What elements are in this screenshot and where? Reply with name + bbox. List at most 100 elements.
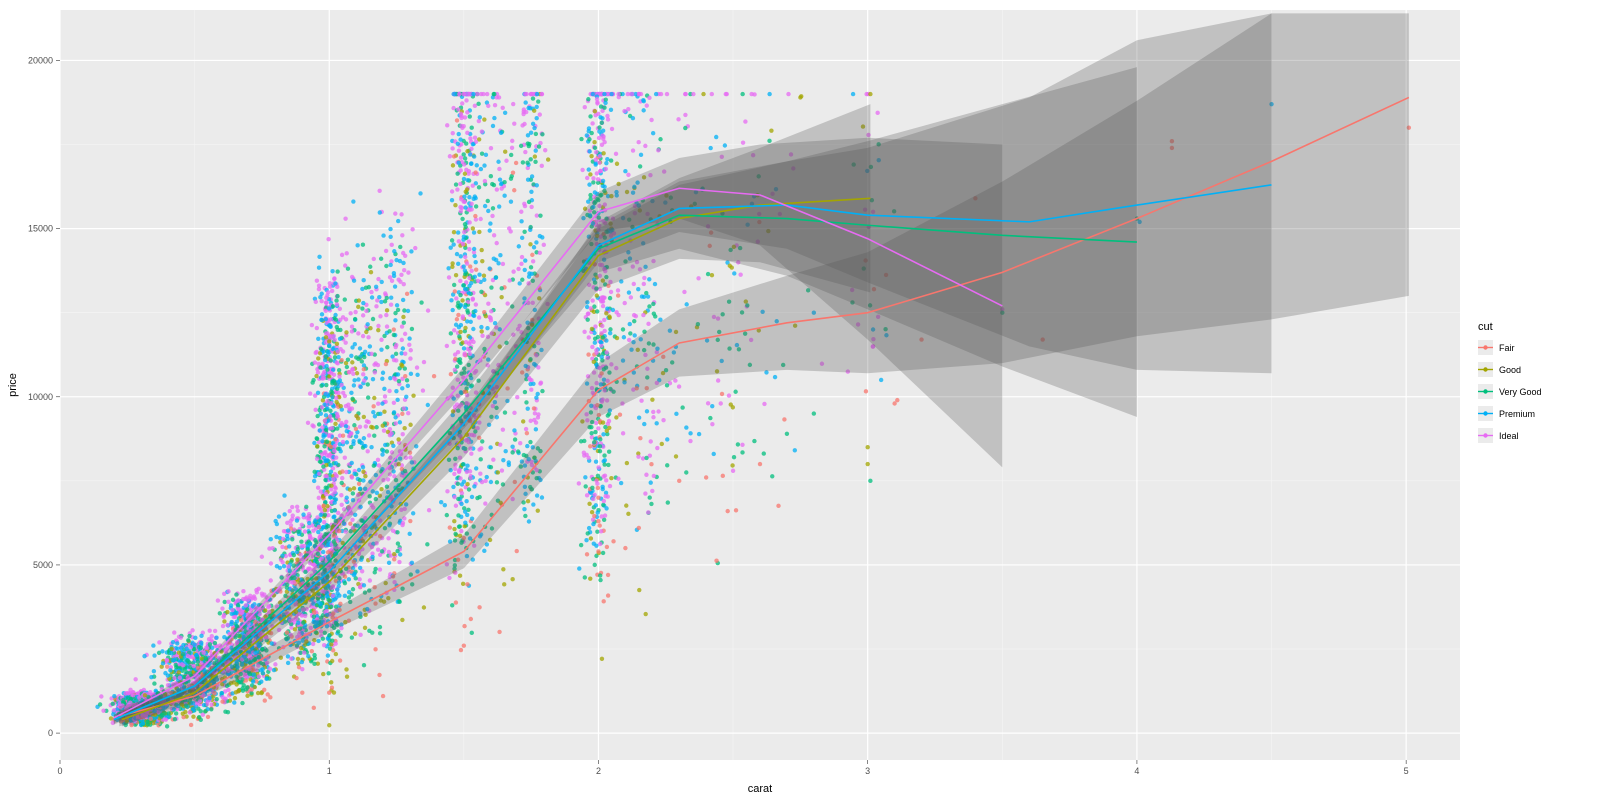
data-point	[463, 115, 467, 119]
data-point	[497, 630, 501, 634]
data-point	[472, 154, 476, 158]
data-point	[338, 328, 342, 332]
data-point	[317, 496, 321, 500]
data-point	[474, 466, 478, 470]
data-point	[335, 269, 339, 273]
data-point	[376, 458, 380, 462]
data-point	[318, 428, 322, 432]
data-point	[476, 102, 480, 106]
data-point	[393, 415, 397, 419]
data-point	[501, 458, 505, 462]
data-point	[455, 118, 459, 122]
data-point	[530, 174, 534, 178]
data-point	[325, 609, 329, 613]
data-point	[344, 424, 348, 428]
data-point	[450, 189, 454, 193]
data-point	[474, 260, 478, 264]
data-point	[324, 492, 328, 496]
data-point	[522, 107, 526, 111]
data-point	[157, 640, 161, 644]
data-point	[185, 658, 189, 662]
data-point	[344, 470, 348, 474]
data-point	[347, 370, 351, 374]
data-point	[317, 519, 321, 523]
data-point	[317, 255, 321, 259]
data-point	[396, 437, 400, 441]
data-point	[473, 170, 477, 174]
data-point	[348, 522, 352, 526]
data-point	[320, 318, 324, 322]
data-point	[361, 334, 365, 338]
data-point	[406, 411, 410, 415]
data-point	[328, 285, 332, 289]
data-point	[390, 279, 394, 283]
data-point	[327, 323, 331, 327]
data-point	[343, 297, 347, 301]
data-point	[393, 318, 397, 322]
data-point	[292, 553, 296, 557]
data-point	[508, 278, 512, 282]
data-point	[455, 317, 459, 321]
data-point	[400, 338, 404, 342]
data-point	[315, 457, 319, 461]
data-point	[328, 495, 332, 499]
data-point	[510, 444, 514, 448]
data-point	[371, 377, 375, 381]
data-point	[319, 489, 323, 493]
data-point	[332, 514, 336, 518]
data-point	[495, 480, 499, 484]
data-point	[230, 620, 234, 624]
data-point	[486, 302, 490, 306]
data-point	[98, 702, 102, 706]
data-point	[525, 444, 529, 448]
data-point	[489, 465, 493, 469]
data-point	[373, 570, 377, 574]
data-point	[218, 611, 222, 615]
data-point	[280, 554, 284, 558]
data-point	[300, 660, 304, 664]
data-point	[299, 540, 303, 544]
data-point	[332, 690, 336, 694]
data-point	[463, 255, 467, 259]
data-point	[483, 179, 487, 183]
data-point	[347, 590, 351, 594]
data-point	[517, 281, 521, 285]
data-point	[344, 317, 348, 321]
data-point	[452, 230, 456, 234]
data-point	[324, 317, 328, 321]
data-point	[379, 257, 383, 261]
data-point	[361, 243, 365, 247]
data-point	[174, 663, 178, 667]
data-point	[306, 515, 310, 519]
data-point	[202, 703, 206, 707]
data-point	[426, 403, 430, 407]
data-point	[402, 426, 406, 430]
data-point	[482, 163, 486, 167]
data-point	[143, 693, 147, 697]
data-point	[323, 513, 327, 517]
data-point	[540, 235, 544, 239]
data-point	[472, 484, 476, 488]
data-point	[410, 227, 414, 231]
data-point	[335, 426, 339, 430]
data-point	[151, 643, 155, 647]
data-point	[321, 637, 325, 641]
data-point	[467, 169, 471, 173]
data-point	[419, 300, 423, 304]
data-point	[491, 124, 495, 128]
data-point	[459, 648, 463, 652]
data-point	[327, 339, 331, 343]
data-point	[324, 474, 328, 478]
data-point	[314, 436, 318, 440]
data-point	[286, 564, 290, 568]
data-point	[177, 670, 181, 674]
data-point	[312, 441, 316, 445]
data-point	[380, 549, 384, 553]
data-point	[286, 661, 290, 665]
data-point	[222, 613, 226, 617]
data-point	[192, 664, 196, 668]
data-point	[471, 183, 475, 187]
data-point	[296, 530, 300, 534]
data-point	[340, 253, 344, 257]
data-point	[257, 674, 261, 678]
